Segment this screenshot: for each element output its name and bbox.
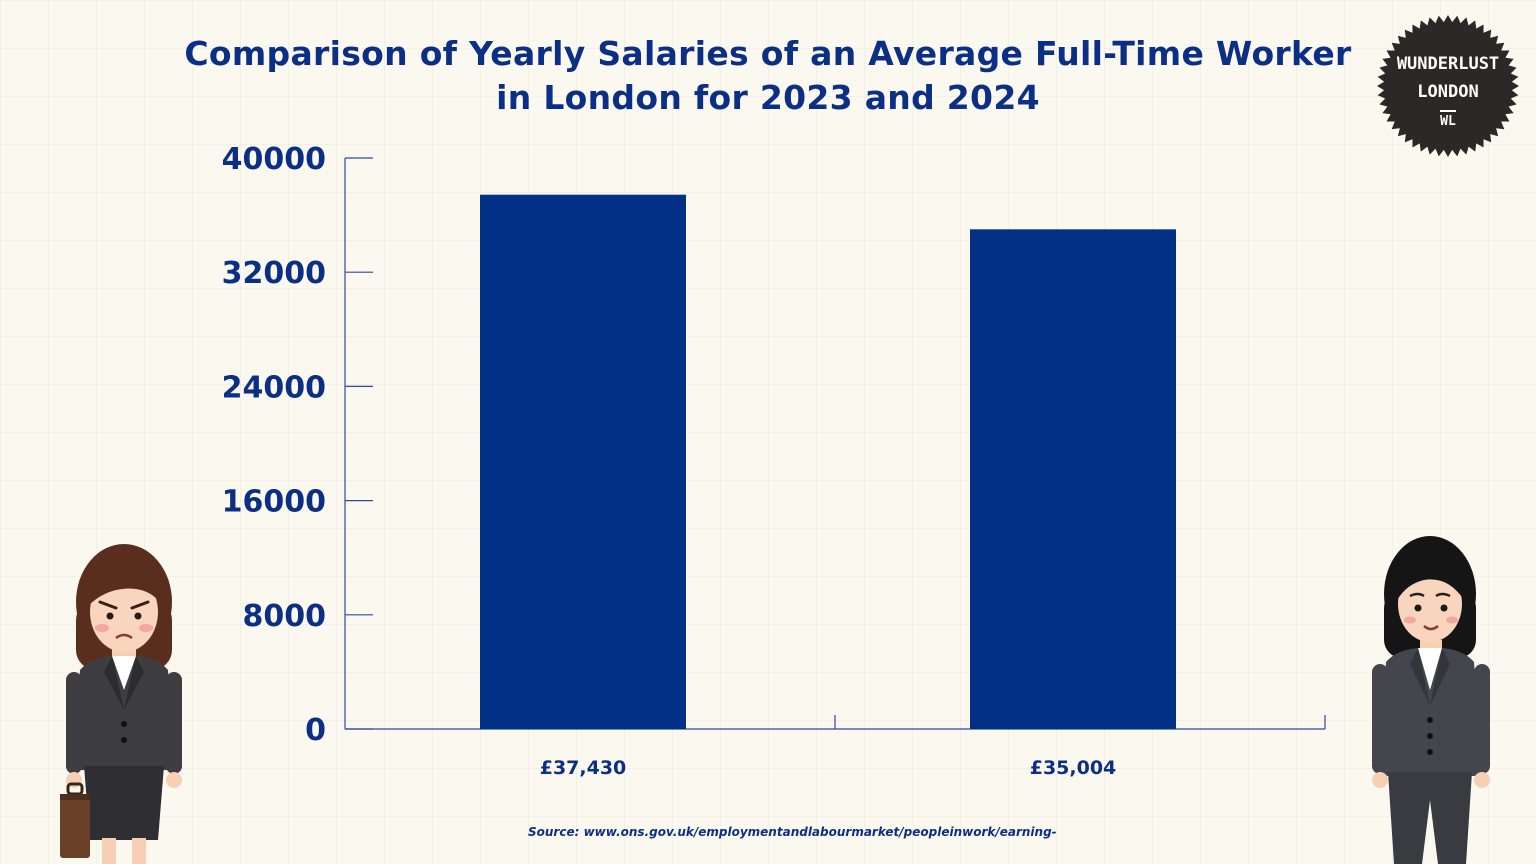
chart-title: Comparison of Yearly Salaries of an Aver… <box>184 34 1352 117</box>
y-tick-label: 32000 <box>222 256 326 291</box>
y-tick-label: 8000 <box>243 599 327 634</box>
wunderlust-logo <box>1377 15 1519 157</box>
bar <box>480 194 686 729</box>
y-tick-labels: 0 8000 16000 24000 32000 40000 <box>222 142 326 748</box>
bar-data-label: £35,004 <box>1030 757 1117 779</box>
logo-line-2: LONDON <box>1417 82 1479 102</box>
y-tick-label: 16000 <box>222 485 326 520</box>
chart-bars <box>480 194 1176 729</box>
logo-line-3: WL <box>1440 110 1456 132</box>
bar-data-labels: £37,430 £35,004 <box>540 757 1117 779</box>
woman-with-briefcase-illustration <box>60 544 182 864</box>
logo-line-1: WUNDERLUST <box>1396 54 1500 74</box>
y-tick-label: 0 <box>305 713 326 748</box>
bar-data-label: £37,430 <box>540 757 627 779</box>
y-tick-label: 40000 <box>222 142 326 177</box>
bar <box>970 229 1176 729</box>
source-note: Source: www.ons.gov.uk/employmentandlabo… <box>528 825 1057 839</box>
smiling-woman-illustration <box>1372 536 1490 864</box>
y-tick-label: 24000 <box>222 370 326 405</box>
logo-text: WUNDERLUST LONDON WL <box>1376 50 1520 132</box>
